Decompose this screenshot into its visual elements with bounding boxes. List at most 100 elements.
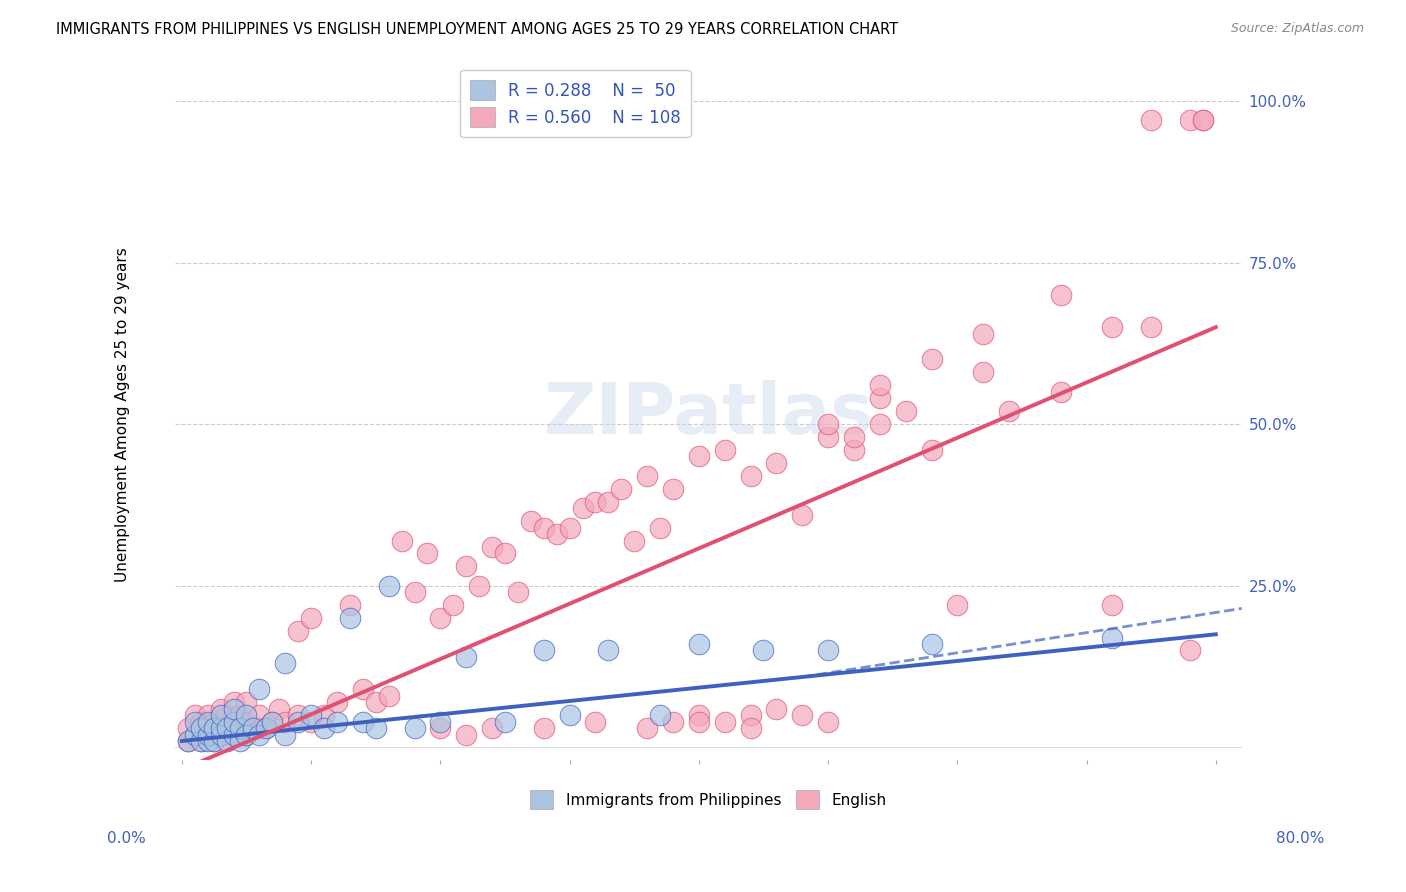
- Point: [229, 708, 252, 723]
- Point: [546, 527, 568, 541]
- Point: [262, 714, 284, 729]
- Point: [377, 689, 399, 703]
- Point: [190, 714, 212, 729]
- Point: [921, 352, 943, 367]
- Point: [202, 734, 225, 748]
- Point: [339, 598, 361, 612]
- Point: [217, 721, 239, 735]
- Point: [817, 417, 839, 432]
- Point: [921, 637, 943, 651]
- Point: [287, 708, 309, 723]
- Point: [274, 714, 297, 729]
- Point: [688, 637, 710, 651]
- Point: [222, 727, 245, 741]
- Point: [287, 624, 309, 638]
- Text: ZIPatlas: ZIPatlas: [544, 380, 873, 449]
- Point: [184, 727, 207, 741]
- Point: [235, 727, 257, 741]
- Point: [312, 708, 335, 723]
- Point: [202, 714, 225, 729]
- Point: [1101, 320, 1123, 334]
- Point: [662, 482, 685, 496]
- Point: [229, 721, 252, 735]
- Point: [404, 585, 426, 599]
- Point: [262, 714, 284, 729]
- Point: [1192, 113, 1215, 128]
- Point: [946, 598, 969, 612]
- Point: [571, 501, 593, 516]
- Point: [1049, 288, 1071, 302]
- Point: [1101, 631, 1123, 645]
- Point: [648, 708, 671, 723]
- Point: [533, 520, 555, 534]
- Point: [202, 734, 225, 748]
- Point: [299, 714, 322, 729]
- Point: [817, 430, 839, 444]
- Point: [869, 392, 891, 406]
- Point: [740, 708, 762, 723]
- Point: [998, 404, 1021, 418]
- Point: [197, 734, 219, 748]
- Point: [352, 682, 374, 697]
- Point: [202, 721, 225, 735]
- Point: [209, 727, 232, 741]
- Point: [364, 695, 387, 709]
- Point: [623, 533, 645, 548]
- Point: [235, 714, 257, 729]
- Point: [1178, 643, 1201, 657]
- Point: [1140, 113, 1163, 128]
- Text: Source: ZipAtlas.com: Source: ZipAtlas.com: [1230, 22, 1364, 36]
- Point: [740, 468, 762, 483]
- Point: [217, 708, 239, 723]
- Point: [287, 714, 309, 729]
- Point: [209, 701, 232, 715]
- Point: [326, 695, 349, 709]
- Point: [235, 708, 257, 723]
- Point: [197, 727, 219, 741]
- Point: [972, 326, 994, 341]
- Point: [598, 643, 620, 657]
- Point: [177, 734, 200, 748]
- Point: [441, 598, 464, 612]
- Point: [869, 378, 891, 392]
- Text: 80.0%: 80.0%: [1277, 831, 1324, 846]
- Legend: Immigrants from Philippines, English: Immigrants from Philippines, English: [524, 784, 893, 815]
- Point: [558, 520, 581, 534]
- Point: [636, 468, 658, 483]
- Point: [184, 708, 207, 723]
- Point: [506, 585, 529, 599]
- Point: [217, 734, 239, 748]
- Point: [817, 643, 839, 657]
- Point: [274, 657, 297, 671]
- Point: [229, 734, 252, 748]
- Point: [235, 695, 257, 709]
- Point: [598, 494, 620, 508]
- Point: [235, 727, 257, 741]
- Point: [222, 714, 245, 729]
- Point: [533, 721, 555, 735]
- Point: [481, 721, 503, 735]
- Point: [713, 714, 735, 729]
- Text: IMMIGRANTS FROM PHILIPPINES VS ENGLISH UNEMPLOYMENT AMONG AGES 25 TO 29 YEARS CO: IMMIGRANTS FROM PHILIPPINES VS ENGLISH U…: [56, 22, 898, 37]
- Point: [274, 727, 297, 741]
- Point: [842, 443, 865, 458]
- Point: [249, 682, 271, 697]
- Point: [429, 721, 451, 735]
- Point: [377, 579, 399, 593]
- Point: [249, 727, 271, 741]
- Point: [533, 643, 555, 657]
- Point: [326, 714, 349, 729]
- Point: [197, 708, 219, 723]
- Point: [222, 695, 245, 709]
- Point: [662, 714, 685, 729]
- Point: [494, 546, 516, 560]
- Point: [792, 508, 814, 522]
- Point: [688, 714, 710, 729]
- Point: [299, 611, 322, 625]
- Point: [416, 546, 439, 560]
- Point: [197, 727, 219, 741]
- Point: [688, 708, 710, 723]
- Point: [184, 714, 207, 729]
- Point: [299, 708, 322, 723]
- Point: [209, 721, 232, 735]
